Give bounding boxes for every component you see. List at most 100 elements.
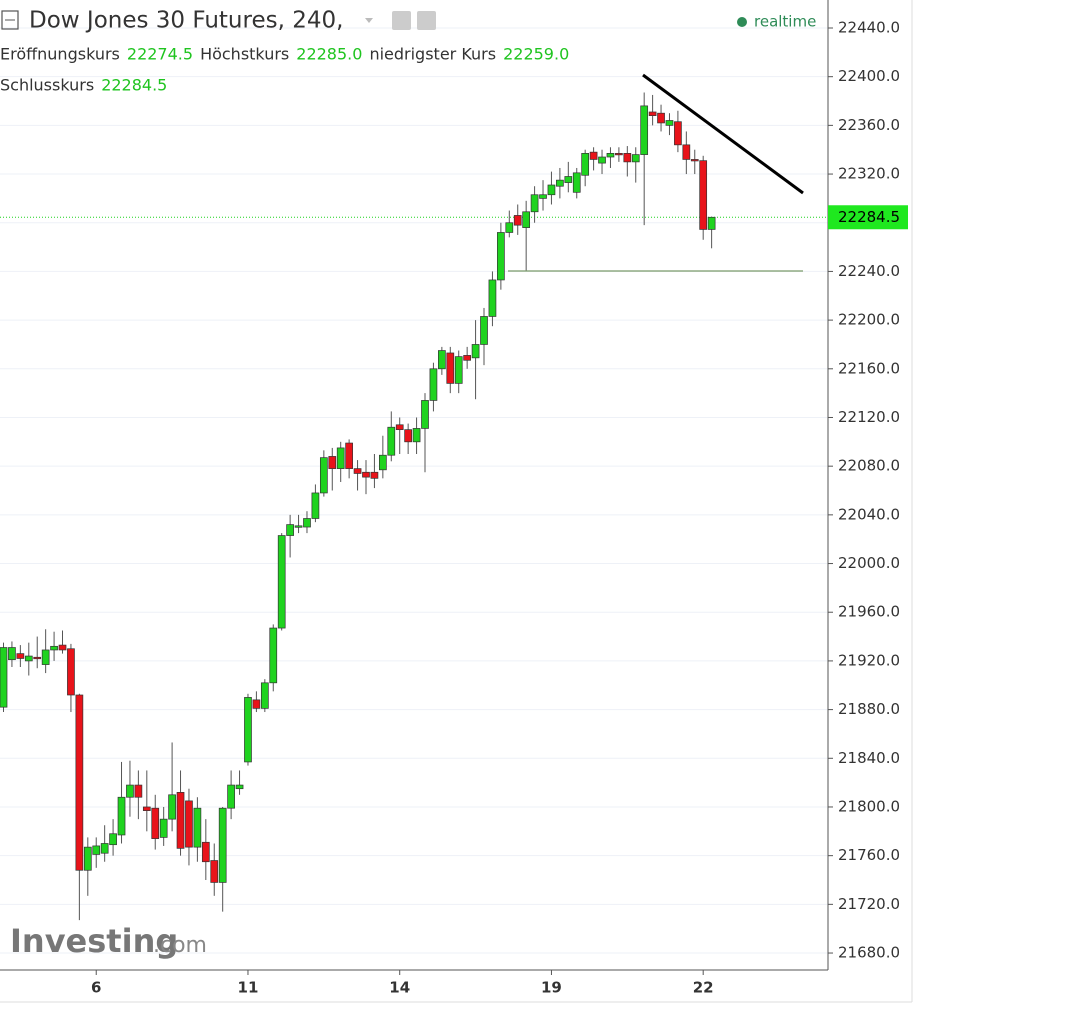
y-tick-label: 22400.0 xyxy=(838,67,900,85)
candle-body xyxy=(303,518,311,528)
candle-body xyxy=(328,456,337,469)
candle-body xyxy=(210,860,219,883)
candle-body xyxy=(100,843,109,854)
candle-body xyxy=(41,649,50,665)
candle-body xyxy=(606,153,615,158)
candle-body xyxy=(16,653,25,659)
candle-body xyxy=(227,784,235,809)
candle-body xyxy=(92,845,101,855)
candle-body xyxy=(311,492,320,519)
candle-body xyxy=(513,215,522,226)
candle-body xyxy=(117,796,126,836)
candle-body xyxy=(395,424,404,431)
candle-body xyxy=(244,697,252,763)
y-tick-label: 22200.0 xyxy=(838,311,900,329)
candle-body xyxy=(50,645,58,651)
realtime-dot xyxy=(737,17,747,27)
candle-body xyxy=(151,807,160,839)
candle-body xyxy=(631,154,640,163)
candle-body xyxy=(640,105,649,155)
candle-body xyxy=(581,153,590,176)
y-tick-label: 22320.0 xyxy=(838,165,900,183)
candle-body xyxy=(589,151,598,160)
candle-body xyxy=(67,648,75,696)
candle-body xyxy=(294,525,303,528)
last-price-label: 22284.5 xyxy=(838,208,900,226)
candle-body xyxy=(522,211,531,228)
candle-body xyxy=(185,800,193,848)
candle-body xyxy=(665,120,674,126)
candle-body xyxy=(345,442,353,469)
watermark: .com xyxy=(153,933,207,958)
candle-body xyxy=(176,792,185,849)
x-tick-label: 6 xyxy=(91,979,101,997)
x-tick-label: 11 xyxy=(238,979,259,997)
title: Dow Jones 30 Futures, 240, xyxy=(29,8,343,34)
axis: 21680.0 21720.0 21760.0 21800.0 21840.0 21880… xyxy=(91,18,908,997)
candle-body xyxy=(539,194,547,199)
dropdown-icon[interactable] xyxy=(365,18,373,23)
candle-body xyxy=(682,144,691,160)
y-tick-label: 22440.0 xyxy=(838,18,900,36)
candle-body xyxy=(193,807,202,848)
y-tick-label: 21840.0 xyxy=(838,749,900,767)
legend-value: 22284.5 xyxy=(101,76,167,95)
candle-body xyxy=(412,428,421,443)
grid xyxy=(0,27,828,954)
candle-body xyxy=(446,352,455,384)
candle-body xyxy=(218,807,227,883)
candle-body xyxy=(547,184,556,196)
candle-body xyxy=(252,699,261,709)
candle-body xyxy=(370,471,379,479)
legend-label: niedrigster Kurs xyxy=(369,45,496,64)
y-tick-label: 21920.0 xyxy=(838,651,900,669)
candle-body xyxy=(235,784,244,790)
last-price-tag xyxy=(828,205,908,230)
legend-label: Schlusskurs xyxy=(0,76,94,95)
candle-body xyxy=(379,454,387,471)
candle-body xyxy=(657,112,665,124)
candle-body xyxy=(471,344,480,359)
x-tick-label: 14 xyxy=(389,979,410,997)
candle-body xyxy=(159,818,168,838)
candle-body xyxy=(438,350,446,370)
candle-body xyxy=(336,447,345,469)
legend-value: 22259.0 xyxy=(503,45,569,64)
candle-body xyxy=(497,232,505,281)
candle-body xyxy=(75,694,84,871)
candle-body xyxy=(572,172,581,193)
legend-value: 22285.0 xyxy=(296,45,362,64)
candle-body xyxy=(699,160,708,230)
y-tick-label: 21680.0 xyxy=(838,944,900,962)
candle-body xyxy=(269,627,278,684)
candle-body xyxy=(286,524,294,536)
x-tick-label: 22 xyxy=(693,979,714,997)
candles xyxy=(0,92,716,921)
settings-icon[interactable] xyxy=(417,11,436,30)
candle-body xyxy=(126,784,134,798)
candle-body xyxy=(421,400,429,429)
candle-body xyxy=(488,279,497,317)
y-tick-label: 22360.0 xyxy=(838,116,900,134)
y-tick-label: 21800.0 xyxy=(838,797,900,815)
candle-body xyxy=(429,368,438,401)
y-tick-label: 22000.0 xyxy=(838,554,900,572)
candle-body xyxy=(362,471,370,478)
candle-body xyxy=(648,111,657,116)
candle-body xyxy=(564,176,573,183)
candle-body xyxy=(387,426,396,456)
x-tick-label: 19 xyxy=(541,979,562,997)
y-tick-label: 21960.0 xyxy=(838,603,900,621)
y-tick-label: 22240.0 xyxy=(838,262,900,280)
candle-body xyxy=(556,179,564,187)
eye-icon[interactable] xyxy=(392,11,411,30)
collapse-icon[interactable] xyxy=(1,10,19,30)
y-tick-label: 21720.0 xyxy=(838,895,900,913)
trend-line xyxy=(642,73,804,195)
y-tick-label: 22160.0 xyxy=(838,359,900,377)
legend-label: Höchstkurs xyxy=(200,45,289,64)
candle-body xyxy=(83,846,92,871)
candle-body xyxy=(24,655,33,662)
candle-body xyxy=(454,356,463,384)
candle-body xyxy=(463,355,471,361)
